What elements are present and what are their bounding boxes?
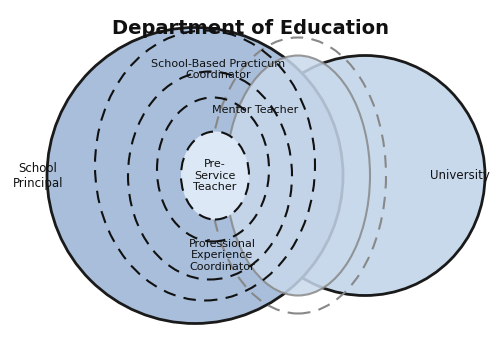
Ellipse shape — [226, 56, 370, 296]
Ellipse shape — [245, 56, 485, 296]
Ellipse shape — [47, 28, 343, 324]
Text: Department of Education: Department of Education — [112, 20, 388, 39]
Text: School
Principal: School Principal — [13, 161, 63, 189]
Text: Mentor Teacher: Mentor Teacher — [212, 105, 298, 115]
Text: Professional
Experience
Coordinator: Professional Experience Coordinator — [188, 239, 256, 272]
Text: School-Based Practicum
Coordinator: School-Based Practicum Coordinator — [151, 59, 285, 80]
Ellipse shape — [181, 131, 249, 219]
Text: Pre-
Service
Teacher: Pre- Service Teacher — [194, 159, 236, 192]
Text: University: University — [430, 169, 490, 182]
